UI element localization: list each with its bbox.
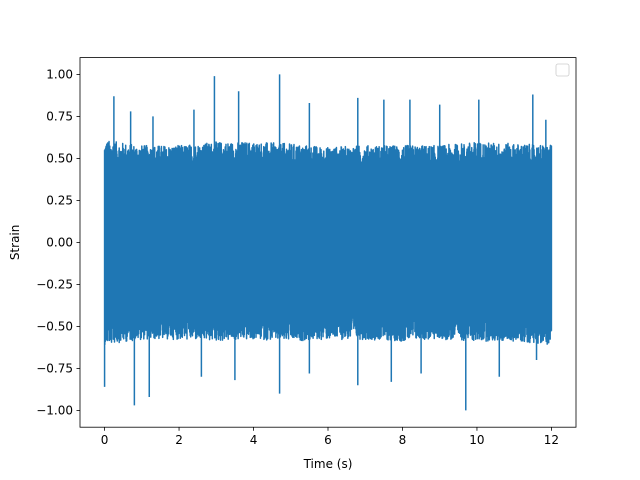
y-tick-label: −1.00 (36, 404, 73, 418)
x-axis: 0 2 4 6 8 10 12 (101, 427, 559, 447)
plot-layer (103, 74, 553, 411)
y-tick-label: 0.00 (46, 236, 73, 250)
x-tick-label: 8 (399, 433, 407, 447)
y-tick-label: 0.75 (46, 110, 73, 124)
x-tick-label: 12 (544, 433, 559, 447)
x-tick-label: 10 (469, 433, 484, 447)
y-tick-label: 1.00 (46, 68, 73, 82)
x-axis-label: Time (s) (303, 457, 353, 471)
series-line-0 (103, 74, 553, 411)
y-tick-label: 0.50 (46, 152, 73, 166)
y-tick-label: −0.25 (36, 278, 73, 292)
y-axis-label: Strain (8, 225, 22, 261)
legend-box (555, 63, 570, 77)
y-axis: −1.00 −0.75 −0.50 −0.25 0.00 0.25 0.50 0.75 1.00 (36, 68, 80, 418)
x-tick-label: 4 (250, 433, 258, 447)
y-tick-label: −0.75 (36, 362, 73, 376)
x-tick-label: 0 (101, 433, 109, 447)
y-tick-label: −0.50 (36, 320, 73, 334)
x-tick-label: 2 (175, 433, 183, 447)
y-tick-label: 0.25 (46, 194, 73, 208)
x-tick-label: 6 (324, 433, 332, 447)
